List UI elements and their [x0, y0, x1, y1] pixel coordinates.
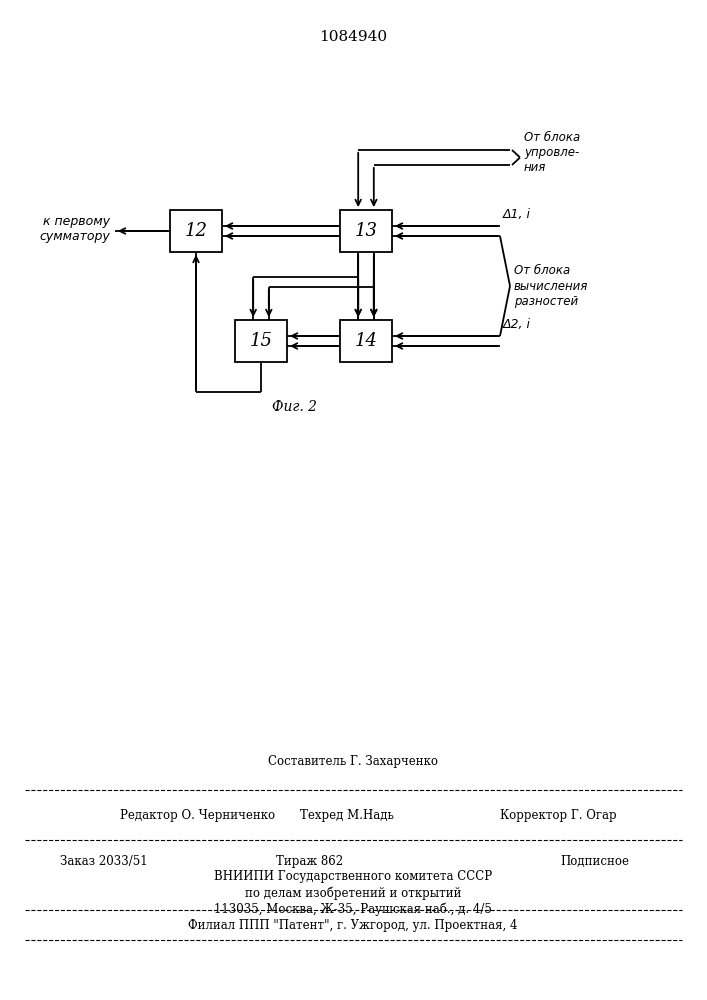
Text: Подписное: Подписное — [560, 855, 629, 868]
Text: Корректор Г. Огар: Корректор Г. Огар — [500, 808, 617, 822]
Text: Филиал ППП "Патент", г. Ужгород, ул. Проектная, 4: Филиал ППП "Патент", г. Ужгород, ул. Про… — [188, 918, 518, 932]
Text: 113035, Москва, Ж-35, Раушская наб., д. 4/5: 113035, Москва, Ж-35, Раушская наб., д. … — [214, 902, 492, 916]
Text: От блока
упровле-
ния: От блока упровле- ния — [524, 131, 580, 174]
Text: к первому
сумматору: к первому сумматору — [40, 215, 110, 243]
Text: Фиг. 2: Фиг. 2 — [272, 400, 317, 414]
Bar — [340, 210, 392, 252]
Text: Техред М.Надь: Техред М.Надь — [300, 808, 394, 822]
Text: Заказ 2033/51: Заказ 2033/51 — [60, 855, 148, 868]
Text: Редактор О. Черниченко: Редактор О. Черниченко — [120, 808, 275, 822]
Text: Тираж 862: Тираж 862 — [276, 855, 344, 868]
Bar — [235, 320, 287, 362]
Bar — [340, 320, 392, 362]
Text: 13: 13 — [354, 222, 378, 240]
Text: 12: 12 — [185, 222, 207, 240]
Text: 15: 15 — [250, 332, 272, 350]
Bar — [170, 210, 222, 252]
Text: Δ1, i: Δ1, i — [503, 208, 531, 221]
Text: 14: 14 — [354, 332, 378, 350]
Text: От блока
вычисления
разностей: От блока вычисления разностей — [514, 264, 588, 308]
Text: Δ2, i: Δ2, i — [503, 318, 531, 331]
Text: ВНИИПИ Государственного комитета СССР: ВНИИПИ Государственного комитета СССР — [214, 870, 492, 883]
Text: Составитель Г. Захарченко: Составитель Г. Захарченко — [268, 756, 438, 768]
Text: по делам изобретений и открытий: по делам изобретений и открытий — [245, 886, 461, 900]
Text: 1084940: 1084940 — [319, 30, 387, 44]
